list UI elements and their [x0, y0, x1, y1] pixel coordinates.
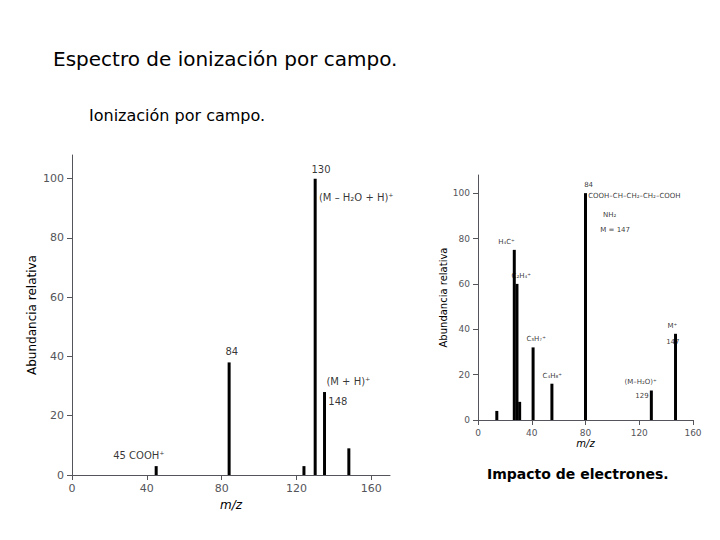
svg-text:148: 148 — [328, 396, 347, 407]
svg-text:80: 80 — [215, 482, 229, 495]
svg-text:C₃H₇⁺: C₃H₇⁺ — [526, 335, 546, 343]
svg-text:Impacto de electrones.: Impacto de electrones. — [487, 466, 669, 482]
svg-text:80: 80 — [50, 231, 64, 244]
svg-text:40: 40 — [50, 350, 64, 363]
svg-text:m/z: m/z — [576, 438, 595, 449]
svg-text:129: 129 — [635, 392, 648, 400]
svg-text:C₂H₄⁺: C₂H₄⁺ — [512, 272, 532, 280]
svg-text:NH₂: NH₂ — [603, 211, 617, 219]
svg-text:60: 60 — [50, 291, 64, 304]
svg-text:160: 160 — [361, 482, 382, 495]
svg-text:C₄H₈⁺: C₄H₈⁺ — [543, 372, 563, 380]
svg-text:84: 84 — [584, 181, 593, 189]
svg-text:130: 130 — [311, 164, 330, 175]
svg-text:40: 40 — [459, 324, 471, 334]
svg-text:120: 120 — [631, 428, 648, 438]
svg-text:60: 60 — [459, 279, 471, 289]
svg-text:Espectro de ionización por cam: Espectro de ionización por campo. — [53, 47, 397, 71]
svg-text:m/z: m/z — [220, 498, 243, 512]
svg-text:0: 0 — [57, 469, 64, 482]
svg-text:80: 80 — [580, 428, 592, 438]
svg-text:100: 100 — [453, 188, 470, 198]
svg-text:84: 84 — [225, 346, 238, 357]
svg-text:(M–H₂O)⁺: (M–H₂O)⁺ — [624, 378, 657, 386]
svg-text:100: 100 — [43, 172, 64, 185]
svg-text:80: 80 — [459, 234, 471, 244]
svg-text:H₄C⁺: H₄C⁺ — [498, 238, 515, 246]
svg-text:M = 147: M = 147 — [600, 226, 630, 234]
svg-text:160: 160 — [684, 428, 701, 438]
svg-text:20: 20 — [50, 409, 64, 422]
svg-text:20: 20 — [459, 370, 471, 380]
svg-text:(M – H₂O + H)⁺: (M – H₂O + H)⁺ — [319, 192, 394, 203]
svg-text:40: 40 — [526, 428, 538, 438]
svg-text:0: 0 — [464, 415, 470, 425]
svg-text:0: 0 — [475, 428, 481, 438]
svg-text:45 COOH⁺: 45 COOH⁺ — [113, 450, 164, 461]
svg-text:Ionización por campo.: Ionización por campo. — [89, 106, 265, 125]
svg-text:Abundancia relativa: Abundancia relativa — [25, 255, 39, 375]
svg-text:120: 120 — [286, 482, 307, 495]
svg-text:40: 40 — [140, 482, 154, 495]
svg-text:0: 0 — [69, 482, 76, 495]
svg-text:147: 147 — [666, 338, 679, 346]
svg-text:M⁺: M⁺ — [667, 322, 677, 330]
svg-text:Abundancia relativa: Abundancia relativa — [438, 248, 449, 348]
svg-text:COOH–CH–CH₂–CH₂–COOH: COOH–CH–CH₂–CH₂–COOH — [588, 192, 680, 200]
svg-text:(M + H)⁺: (M + H)⁺ — [326, 376, 370, 387]
